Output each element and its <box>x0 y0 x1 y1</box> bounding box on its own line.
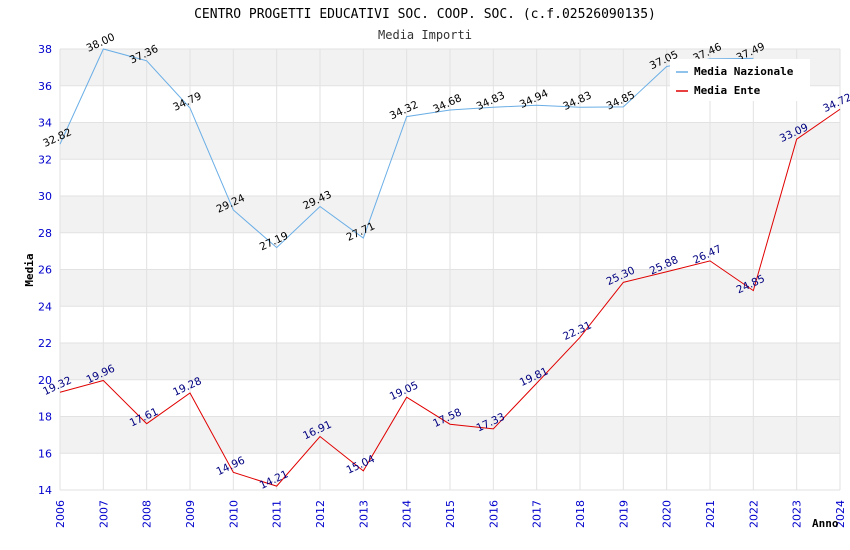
y-axis-label: Media <box>23 253 36 286</box>
chart-subtitle: Media Importi <box>378 28 472 42</box>
x-tick-label: 2015 <box>444 500 457 528</box>
y-tick-label: 36 <box>38 80 52 93</box>
data-label: 34.32 <box>388 99 420 123</box>
data-label: 34.72 <box>821 91 850 115</box>
series-lines <box>59 48 841 487</box>
y-tick-label: 16 <box>38 447 52 460</box>
x-tick-label: 2023 <box>791 500 804 528</box>
x-tick-label: 2006 <box>54 500 67 528</box>
legend-box <box>670 59 810 101</box>
x-tick-label: 2009 <box>184 500 197 528</box>
x-axis-label: Anno <box>812 517 839 530</box>
y-tick-label: 26 <box>38 264 52 277</box>
x-tick-label: 2014 <box>401 500 414 528</box>
y-tick-label: 32 <box>38 153 52 166</box>
x-tick-label: 2013 <box>357 500 370 528</box>
data-label: 14.21 <box>258 468 290 492</box>
x-tick-label: 2017 <box>531 500 544 528</box>
x-tick-label: 2022 <box>747 500 760 528</box>
legend: Media Nazionale Media Ente <box>670 59 810 101</box>
data-label: 15.04 <box>345 453 378 477</box>
y-tick-label: 34 <box>38 117 52 130</box>
data-label: 34.94 <box>518 87 551 111</box>
data-label: 34.85 <box>605 89 637 113</box>
x-tick-label: 2007 <box>97 500 110 528</box>
x-tick-label: 2021 <box>704 500 717 528</box>
y-tick-label: 28 <box>38 227 52 240</box>
data-label: 14.96 <box>215 454 248 478</box>
x-tick-label: 2011 <box>271 500 284 528</box>
x-tick-label: 2018 <box>574 500 587 528</box>
data-label: 26.47 <box>691 243 723 267</box>
data-label: 34.68 <box>431 92 463 116</box>
x-tick-label: 2012 <box>314 500 327 528</box>
y-tick-label: 22 <box>38 337 52 350</box>
x-tick-label: 2010 <box>227 500 240 528</box>
x-tick-label: 2020 <box>661 500 674 528</box>
y-tick-label: 24 <box>38 300 52 313</box>
legend-label-media-nazionale: Media Nazionale <box>694 65 794 78</box>
y-tick-label: 30 <box>38 190 52 203</box>
data-label: 27.19 <box>258 230 290 254</box>
y-axis-ticks: 14 16 18 20 22 24 26 28 30 32 34 36 38 <box>38 43 52 497</box>
x-axis-ticks: 2006 2007 2008 2009 2010 2011 2012 2013 2014 2015… <box>54 500 847 528</box>
series-line-1 <box>59 108 841 487</box>
x-tick-label: 2024 <box>834 500 847 528</box>
y-tick-label: 38 <box>38 43 52 56</box>
x-tick-label: 2008 <box>141 500 154 528</box>
series-line-0 <box>59 48 754 249</box>
data-label: 19.05 <box>388 379 420 403</box>
y-tick-label: 20 <box>38 374 52 387</box>
data-label: 34.79 <box>171 90 203 114</box>
data-label: 34.83 <box>561 89 593 113</box>
y-tick-label: 14 <box>38 484 52 497</box>
data-label: 34.83 <box>475 89 507 113</box>
chart-title: CENTRO PROGETTI EDUCATIVI SOC. COOP. SOC… <box>194 7 656 22</box>
x-tick-label: 2016 <box>487 500 500 528</box>
legend-label-media-ente: Media Ente <box>694 84 761 97</box>
x-tick-label: 2019 <box>617 500 630 528</box>
y-tick-label: 18 <box>38 411 52 424</box>
gridlines <box>59 48 841 491</box>
